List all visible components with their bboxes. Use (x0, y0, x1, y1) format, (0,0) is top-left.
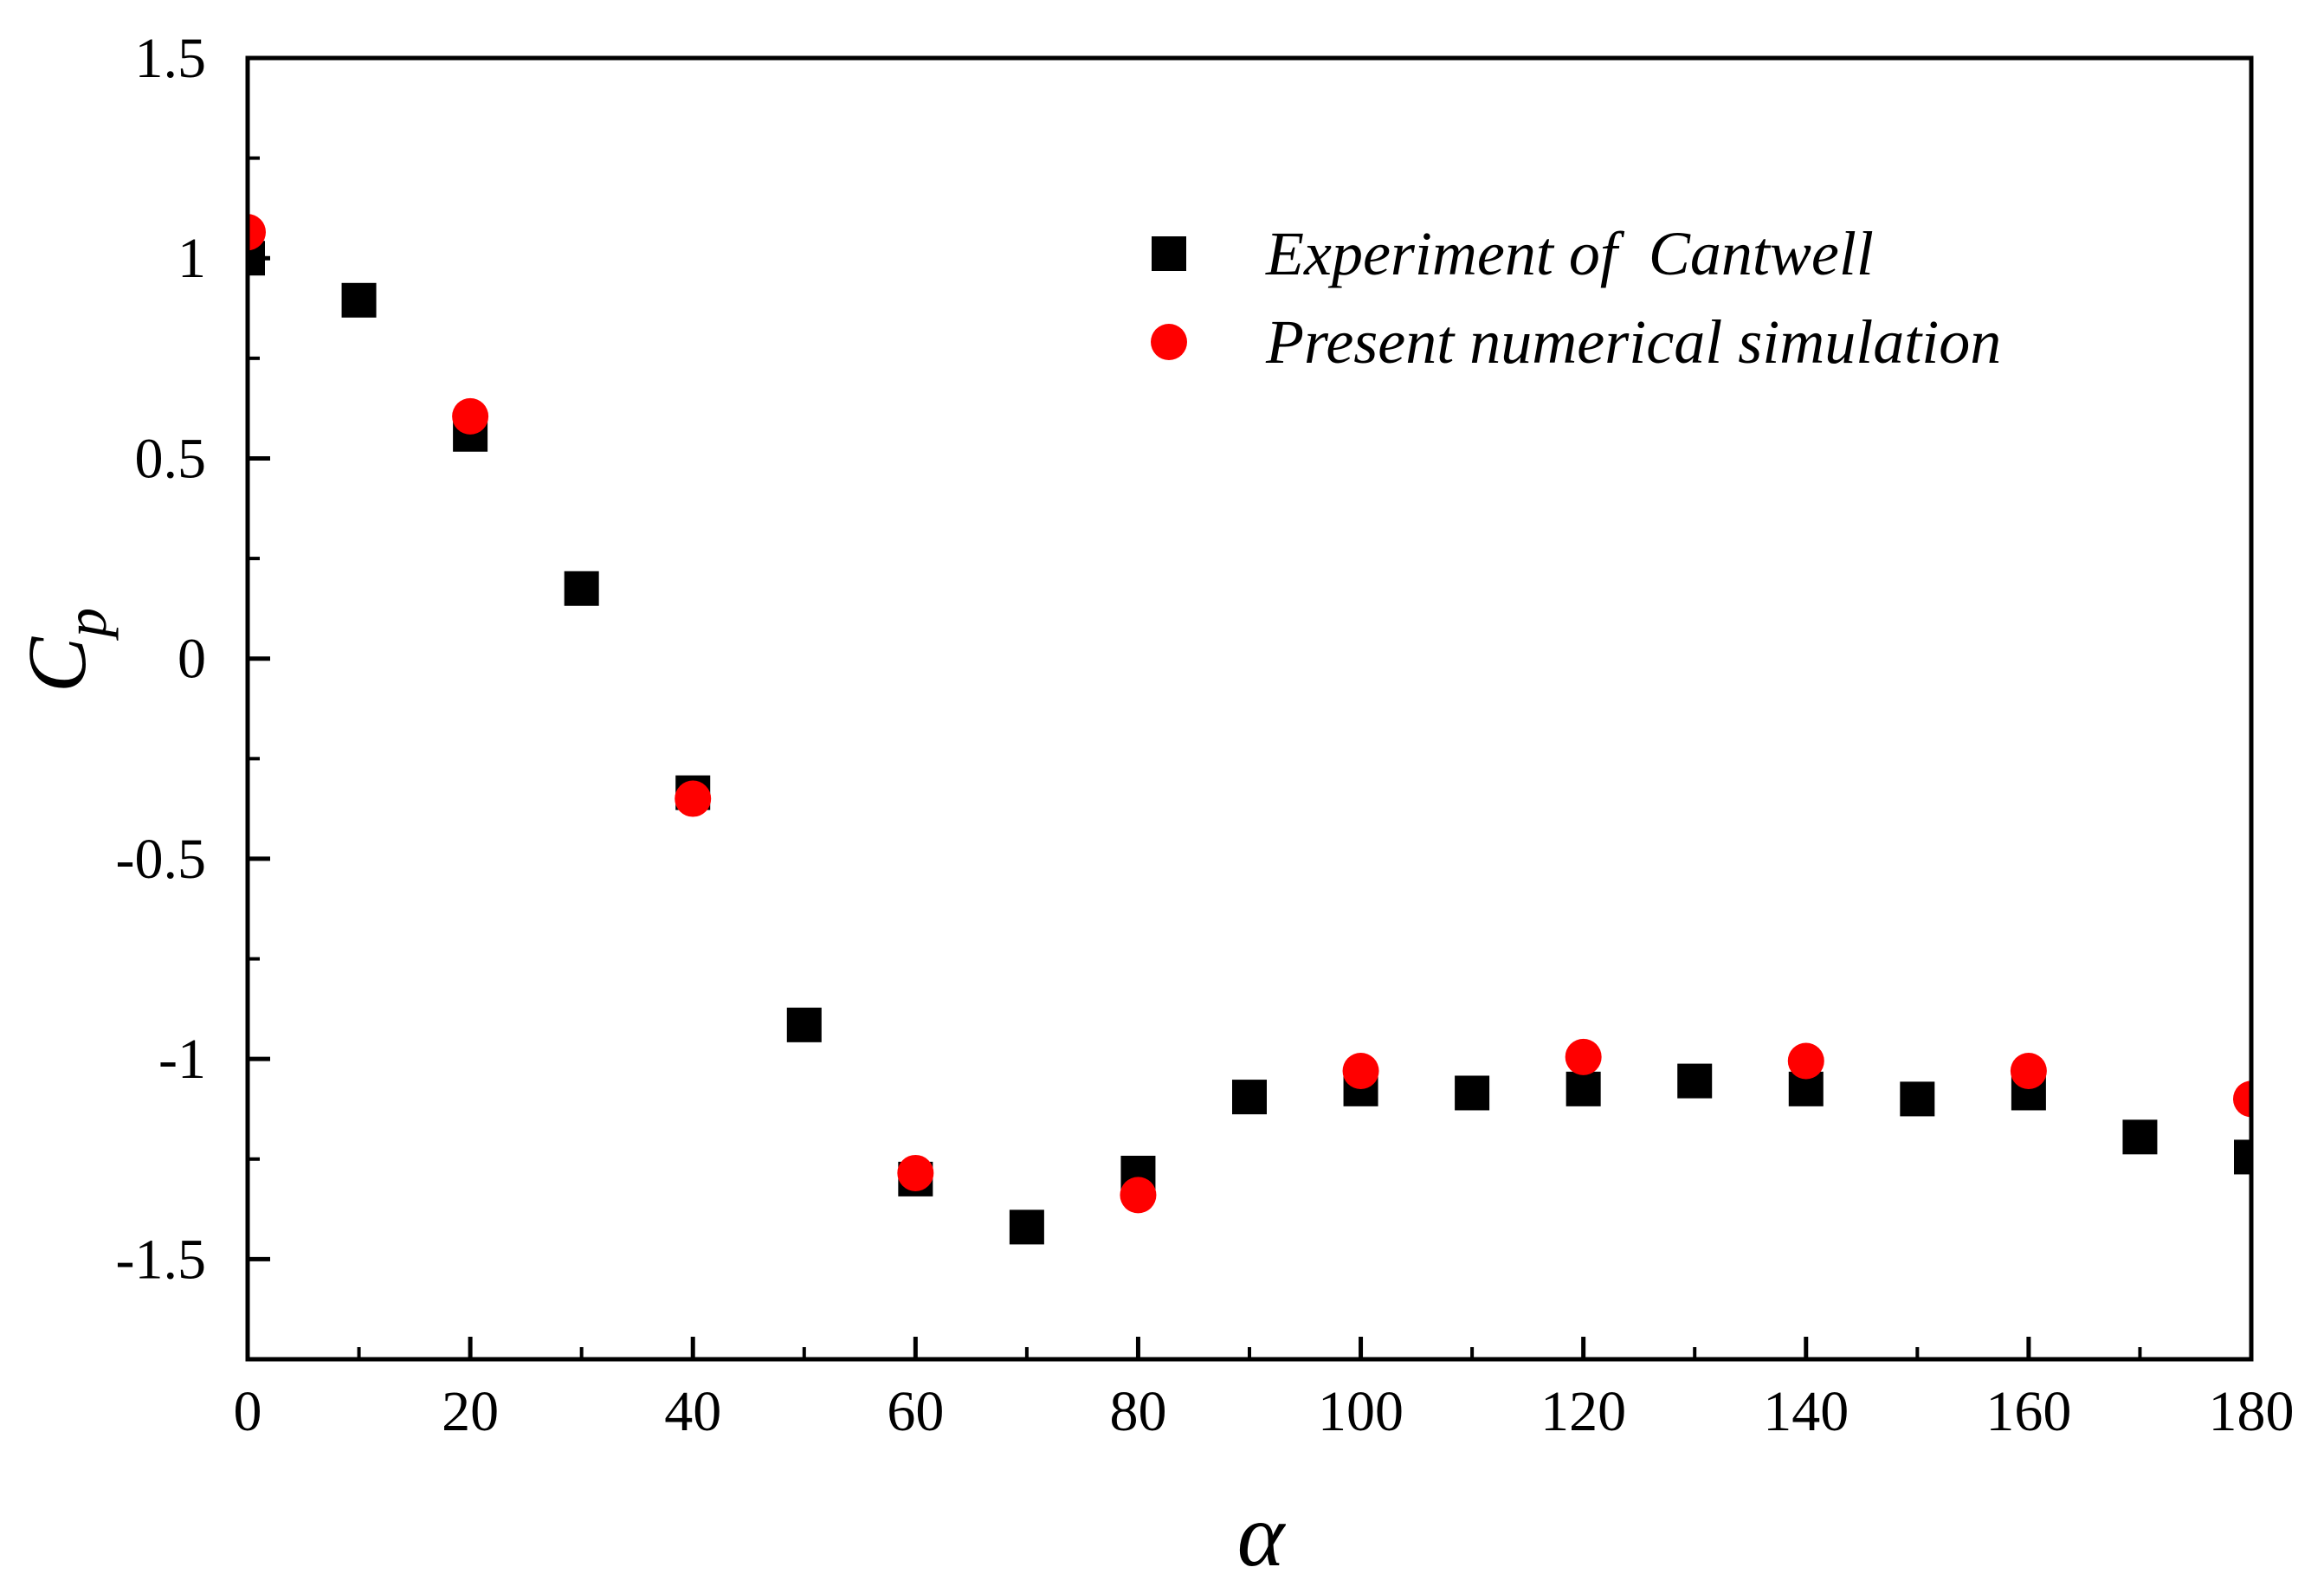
simulation-point (1565, 1038, 1602, 1075)
x-tick-label: 180 (2209, 1380, 2295, 1443)
y-tick-labels: -1.5 -1 -0.5 0 0.5 1 1.5 (116, 27, 206, 1291)
y-tick-label: 0.5 (135, 427, 207, 490)
x-tick-label: 20 (442, 1380, 499, 1443)
x-axis-title: α (1237, 1486, 1287, 1585)
legend-label: Present numerical simulation (1265, 307, 2001, 377)
x-tick-label: 100 (1318, 1380, 1404, 1443)
x-tick-label: 140 (1763, 1380, 1849, 1443)
experiment-point (1009, 1209, 1044, 1245)
experiment-point (1455, 1075, 1490, 1111)
x-tick-label: 40 (664, 1380, 721, 1443)
simulation-point (248, 214, 266, 251)
experiment-point (564, 571, 599, 606)
series-layer (248, 214, 2251, 1245)
simulation-point (2233, 1080, 2251, 1118)
experiment-point (786, 1007, 822, 1042)
y-axis-title-subscript: p (53, 608, 119, 641)
x-tick-label: 80 (1109, 1380, 1166, 1443)
y-tick-label: -0.5 (116, 828, 206, 891)
plot-frame (245, 55, 2254, 1362)
experiment-point (1900, 1081, 1935, 1117)
simulation-point (1342, 1053, 1379, 1090)
y-axis-title: Cp (10, 608, 119, 693)
experiment-point (2122, 1119, 2158, 1155)
simulation-point (452, 397, 489, 435)
simulation-point (675, 780, 712, 817)
simulation-point (2010, 1053, 2047, 1090)
x-tick-label: 120 (1540, 1380, 1626, 1443)
experiment-point (1232, 1080, 1267, 1115)
y-tick-label: 1.5 (135, 27, 207, 90)
legend-marker-square (1152, 236, 1186, 271)
legend: Experiment of Cantwell Present numerical … (1151, 219, 2001, 377)
y-axis-title-main: C (10, 636, 103, 693)
simulation-point (1120, 1177, 1157, 1214)
x-tick-label: 160 (1985, 1380, 2071, 1443)
x-tick-label: 60 (887, 1380, 944, 1443)
y-tick-label: 0 (178, 628, 206, 691)
x-tick-labels: 0 20 40 60 80 100 120 140 160 180 (234, 1380, 2295, 1443)
experiment-point (341, 282, 377, 318)
legend-label: Experiment of Cantwell (1265, 219, 1874, 288)
experiment-point (1565, 1071, 1601, 1106)
legend-marker-circle (1151, 324, 1187, 360)
experiment-point (2234, 1139, 2251, 1175)
x-tick-label: 0 (234, 1380, 262, 1443)
simulation-point (1787, 1042, 1824, 1080)
y-tick-label: 1 (178, 227, 206, 290)
simulation-point (897, 1154, 934, 1191)
y-tick-label: -1.5 (116, 1228, 206, 1291)
series-simulation (248, 214, 2251, 1214)
y-tick-label: -1 (158, 1028, 206, 1091)
experiment-point (1677, 1063, 1713, 1099)
